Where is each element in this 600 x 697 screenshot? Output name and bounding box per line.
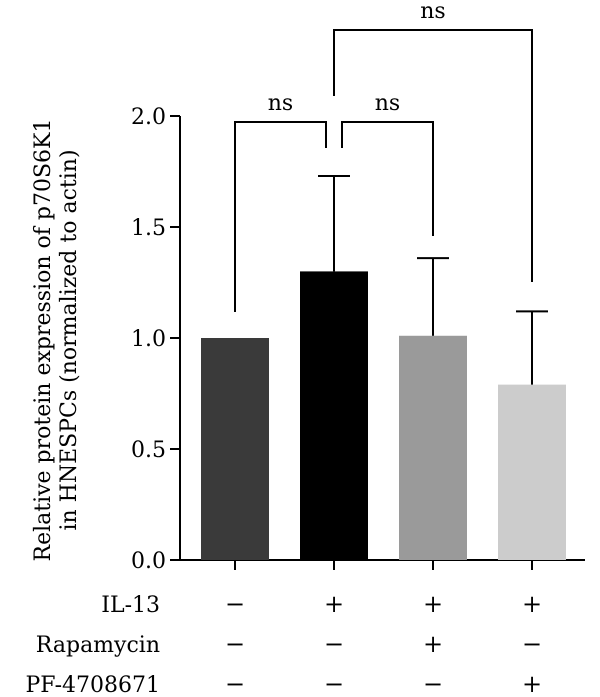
significance-label: ns bbox=[268, 91, 293, 116]
y-tick-label: 0.5 bbox=[131, 438, 166, 463]
condition-sign: − bbox=[423, 670, 443, 697]
condition-sign: + bbox=[522, 670, 542, 697]
significance-bracket bbox=[234, 121, 327, 312]
condition-sign: − bbox=[225, 670, 245, 697]
condition-label: PF-4708671 bbox=[26, 673, 161, 697]
y-axis-label-line1: Relative protein expression of p70S6K1 bbox=[31, 119, 56, 562]
y-tick-label: 2.0 bbox=[131, 105, 166, 130]
y-axis-label-line2: in HNESPCs (normalized to actin) bbox=[57, 149, 82, 530]
condition-sign: − bbox=[324, 630, 344, 658]
condition-sign: − bbox=[522, 630, 542, 658]
condition-sign: − bbox=[225, 590, 245, 618]
significance-brackets: ns ns ns bbox=[234, 0, 533, 312]
condition-sign: − bbox=[225, 630, 245, 658]
condition-label: IL-13 bbox=[101, 593, 160, 618]
condition-sign: + bbox=[522, 590, 542, 618]
condition-sign: − bbox=[324, 670, 344, 697]
significance-label: ns bbox=[420, 0, 445, 24]
y-tick-label: 0.0 bbox=[131, 549, 166, 574]
significance-bracket bbox=[333, 29, 533, 282]
bars bbox=[201, 271, 566, 560]
significance-label: ns bbox=[375, 91, 400, 116]
error-bars bbox=[318, 174, 548, 385]
significance-bracket bbox=[341, 121, 434, 236]
condition-label: Rapamycin bbox=[36, 633, 160, 658]
y-axis-label: Relative protein expression of p70S6K1 i… bbox=[31, 119, 82, 562]
bar bbox=[300, 271, 368, 560]
condition-table: IL-13 − + + + Rapamycin − − + − PF-4708671 − − − + bbox=[26, 590, 543, 697]
y-tick-label: 1.0 bbox=[131, 327, 166, 352]
condition-sign: + bbox=[324, 590, 344, 618]
bar bbox=[201, 338, 269, 560]
bar bbox=[498, 384, 566, 560]
bar bbox=[399, 335, 467, 560]
y-tick-label: 1.5 bbox=[131, 216, 166, 241]
condition-sign: + bbox=[423, 630, 443, 658]
condition-sign: + bbox=[423, 590, 443, 618]
